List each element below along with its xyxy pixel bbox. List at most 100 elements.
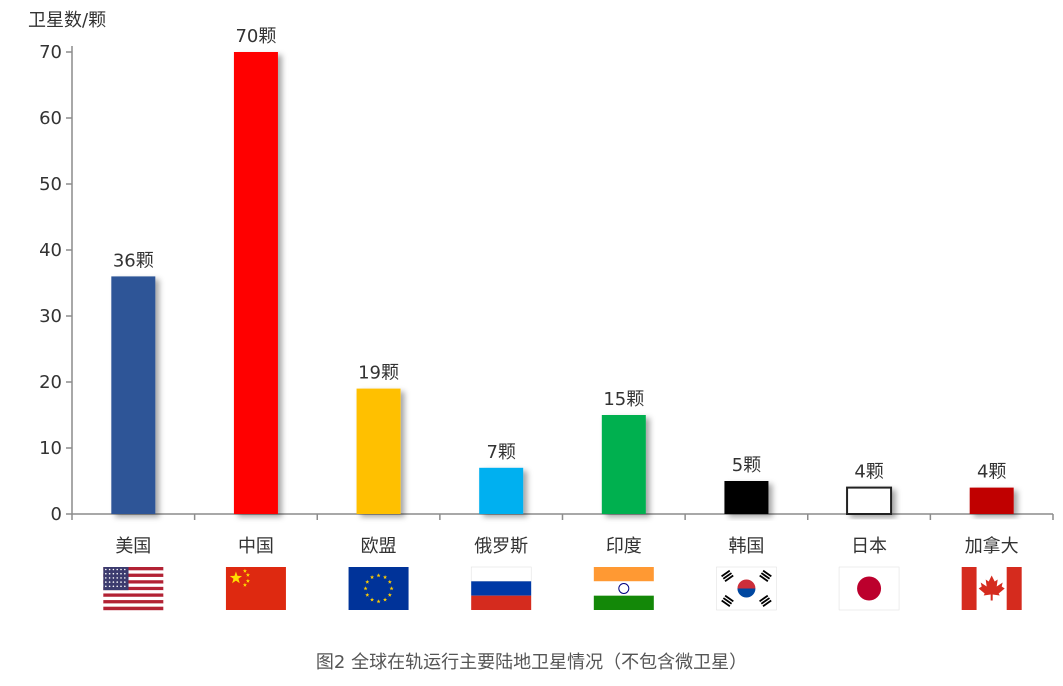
flag-star — [124, 585, 126, 588]
flag-star — [105, 577, 107, 579]
flag-band — [593, 595, 654, 610]
flag-maple-leaf — [978, 575, 1005, 601]
flags — [103, 566, 1022, 611]
flag-star — [376, 573, 381, 578]
flag-star — [105, 568, 107, 571]
us-flag-icon — [103, 567, 164, 611]
flag-band — [961, 567, 977, 610]
data-label: 19颗 — [358, 363, 399, 384]
flag-star — [242, 582, 248, 587]
flag-trigram — [722, 597, 733, 605]
flag-trigram — [722, 572, 732, 580]
category-label: 中国 — [238, 536, 274, 557]
flag-canton — [103, 567, 129, 591]
flag-stripe — [103, 590, 164, 594]
category-label: 加拿大 — [965, 535, 1019, 557]
flag-stripe — [103, 583, 164, 588]
flag-star — [245, 578, 251, 583]
china-flag-icon — [225, 567, 286, 610]
flag-star — [112, 585, 115, 588]
y-tick-label: 30 — [39, 306, 62, 327]
flag-star — [369, 575, 375, 580]
flag-star — [124, 572, 126, 575]
flag-band — [593, 581, 654, 596]
flag-stripe — [103, 580, 164, 584]
flag-band — [471, 595, 532, 610]
flag-star — [112, 568, 115, 571]
korea-flag-icon — [716, 566, 777, 611]
y-tick-label: 10 — [39, 438, 62, 459]
flag-stripe — [103, 606, 164, 611]
flag-star — [387, 579, 392, 584]
bar-6 — [846, 486, 893, 516]
flag-star — [112, 581, 115, 583]
flag-trigram — [760, 597, 770, 605]
flag-trigram — [759, 574, 769, 582]
flag-star — [242, 568, 248, 573]
flag-star — [245, 572, 251, 577]
flag-band — [1006, 567, 1022, 610]
flag-star — [382, 575, 388, 580]
flag-star — [389, 586, 394, 591]
flag-band — [470, 566, 532, 582]
flag-trigram — [762, 599, 772, 607]
flag-trigram — [721, 569, 731, 578]
flag-star — [108, 568, 111, 571]
bar-5 — [724, 481, 769, 514]
flag-stripe — [103, 586, 164, 591]
russia-flag-icon — [470, 566, 532, 610]
flag-trigram — [762, 569, 772, 578]
category-label: 印度 — [606, 536, 642, 557]
flag-star — [108, 585, 111, 588]
flag-star — [108, 572, 111, 575]
flag-star — [116, 568, 119, 571]
flag-stripe — [103, 596, 164, 601]
flag-taegeuk-bottom — [737, 588, 756, 598]
eu-flag-icon — [348, 567, 409, 610]
flag-trigram — [721, 599, 731, 607]
flag-trigram — [759, 594, 769, 603]
bar-2 — [356, 388, 401, 514]
bar-7 — [969, 487, 1014, 514]
flag-star — [108, 577, 111, 579]
flag-star — [112, 572, 115, 575]
flag-sun — [857, 576, 882, 601]
flag-star — [120, 568, 122, 571]
y-tick-label: 50 — [39, 174, 62, 195]
flag-star — [105, 572, 107, 575]
flag-stripe — [103, 567, 164, 571]
bar-4 — [601, 415, 646, 514]
flag-field — [225, 567, 286, 610]
flag-star — [116, 581, 119, 583]
flag-stripe — [103, 603, 164, 607]
flag-star — [120, 585, 122, 588]
flag-trigram — [760, 572, 771, 580]
y-tick-label: 0 — [51, 504, 62, 525]
category-label: 俄罗斯 — [474, 536, 528, 557]
flag-star — [112, 577, 115, 579]
category-label: 韩国 — [728, 536, 764, 557]
flag-star — [120, 572, 122, 575]
flag-star — [108, 581, 111, 583]
flag-taegeuk-top — [737, 579, 756, 589]
flag-stripe — [103, 576, 164, 581]
data-label: 70颗 — [235, 26, 276, 47]
flag-star — [376, 599, 381, 604]
flag-star — [116, 572, 119, 575]
data-label: 15颗 — [603, 389, 644, 410]
flag-star — [124, 568, 126, 571]
flag-stripe — [103, 570, 164, 574]
flag-star — [382, 597, 388, 602]
flag-trigram — [724, 594, 734, 603]
category-label: 欧盟 — [361, 536, 397, 557]
category-label: 日本 — [851, 536, 887, 557]
flag-star — [124, 577, 126, 579]
flag-stripe — [103, 600, 164, 604]
flag-trigram — [724, 574, 734, 582]
y-tick-label: 60 — [39, 108, 62, 129]
figure-caption: 图2 全球在轨运行主要陆地卫星情况（不包含微卫星） — [315, 652, 748, 673]
flag-star — [365, 579, 370, 584]
flag-star — [105, 585, 107, 588]
